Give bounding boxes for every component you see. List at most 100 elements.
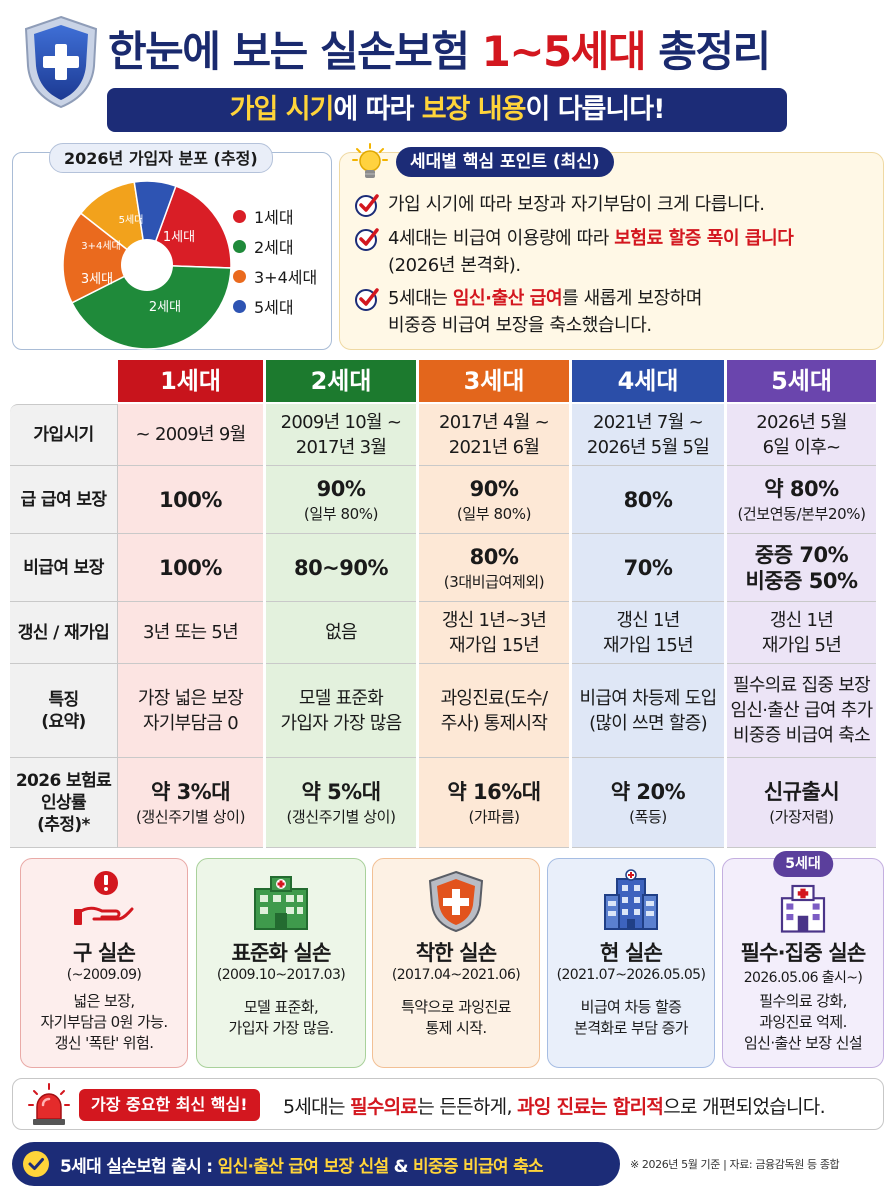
cell-value: 90% — [469, 476, 519, 501]
cell-value: 중증 70% — [754, 542, 849, 567]
table-cell: 80% — [572, 466, 724, 534]
donut-slice — [70, 264, 232, 350]
check-circle-icon — [23, 1151, 49, 1177]
cell-value: 약 5%대 — [301, 779, 381, 804]
cell-subvalue: (3대비급여제외) — [443, 572, 545, 591]
generation-header: 5세대 — [727, 360, 876, 402]
gen5-badge: 5세대 — [773, 851, 833, 877]
page-subtitle: 가입 시기에 따라 보장 내용이 다릅니다! — [107, 88, 787, 132]
cell-value: 약 80% — [764, 476, 839, 501]
card-name: 현 실손 — [599, 941, 663, 965]
table-cell: 비급여 차등제 도입 (많이 쓰면 할증) — [572, 664, 724, 758]
slice-label-2: 2세대 — [149, 300, 181, 315]
card-desc: 비급여 차등 할증 본격화로 부담 증가 — [574, 998, 689, 1037]
table-cell: 약 16%대 (가파름) — [419, 758, 569, 848]
table-cell: 80% (3대비급여제외) — [419, 534, 569, 602]
key-point-2: 4세대는 비급여 이용량에 따라 보험료 할증 폭이 큽니다 (2026년 본격… — [354, 225, 794, 279]
cell-text: 없음 — [325, 622, 357, 643]
hospital-icon — [254, 876, 308, 930]
generation-header: 4세대 — [572, 360, 724, 402]
card-name: 착한 실손 — [415, 941, 497, 965]
key-text: 5세대는 필수의료는 든든하게, 과잉 진료는 합리적으로 개편되었습니다. — [283, 1096, 826, 1118]
table-cell: 없음 — [266, 602, 416, 664]
table-cell: 모델 표준화 가입자 가장 많음 — [266, 664, 416, 758]
legend-item: 3+4세대 — [233, 261, 317, 291]
table-cell: 100% — [118, 466, 263, 534]
table-cell: 90% (일부 80%) — [419, 466, 569, 534]
cell-text: 3년 또는 5년 — [143, 622, 239, 643]
header: 한눈에 보는 실손보험 1~5세대 총정리 가입 시기에 따라 보장 내용이 다… — [0, 0, 896, 140]
cell-subvalue: (갱신주기별 상이) — [286, 807, 396, 826]
cell-text: 2026년 5월 5일 — [586, 436, 710, 458]
cell-text: 갱신 1년 — [616, 609, 680, 631]
key-points-panel: 세대별 핵심 포인트 (최신) 가입 시기에 따라 보장과 자기부담이 크게 다… — [339, 143, 884, 350]
table-cell: ~ 2009년 9월 — [118, 404, 263, 466]
cell-value: 약 20% — [610, 779, 686, 804]
distribution-panel: 2026년 가입자 분포 (추정) 1세대 2세대 3세대 3+4세대 5세대 … — [12, 143, 332, 350]
row-label-line: 특징 — [48, 689, 79, 710]
legend-item: 2세대 — [233, 231, 317, 261]
card-gen4: 현 실손 (2021.07~2026.05.05) 비급여 차등 할증 본격화로 … — [547, 858, 715, 1068]
table-cell: 3년 또는 5년 — [118, 602, 263, 664]
cell-subvalue: (일부 80%) — [303, 504, 379, 523]
table-cell: 2017년 4월 ~ 2021년 6월 — [419, 404, 569, 466]
shield-cross-icon — [428, 870, 484, 933]
cell-text: (많이 쓰면 할증) — [589, 712, 708, 734]
card-name: 필수·집중 실손 — [740, 941, 867, 965]
cell-text: 비중증 비급여 축소 — [733, 725, 871, 746]
card-desc: 모델 표준화, 가입자 가장 많음. — [228, 998, 335, 1037]
row-label: 가입시기 — [10, 404, 118, 466]
table-cell: 약 20% (폭등) — [572, 758, 724, 848]
cell-value: 약 3%대 — [150, 779, 231, 804]
key-banner: 가장 중요한 최신 핵심! 5세대는 필수의료는 든든하게, 과잉 진료는 합리… — [12, 1078, 884, 1130]
cell-value: 100% — [159, 487, 222, 512]
footer-banner: 5세대 실손보험 출시 : 임신·출산 급여 보장 신설 & 비중증 비급여 축… — [12, 1142, 620, 1186]
key-point-text: 4세대는 비급여 이용량에 따라 보험료 할증 폭이 큽니다 (2026년 본격… — [388, 228, 794, 276]
legend-label: 3+4세대 — [254, 268, 318, 287]
table-cell: 90% (일부 80%) — [266, 466, 416, 534]
table-cell: 2026년 5월 6일 이후~ — [727, 404, 876, 466]
row-label: 특징 (요약) — [10, 664, 118, 758]
cell-subvalue: (폭등) — [629, 807, 667, 826]
cell-value: 80~90% — [293, 555, 389, 580]
slice-label-1: 1세대 — [163, 230, 195, 245]
card-period: (2009.10~2017.03) — [216, 967, 346, 983]
cell-text: 자기부담금 0 — [142, 712, 239, 734]
slice-label-5: 5세대 — [119, 214, 144, 226]
row-label: 급 급여 보장 — [10, 466, 118, 534]
cell-text: 갱신 1년~3년 — [441, 609, 547, 631]
cell-subvalue: (가장저렴) — [769, 807, 834, 826]
legend-dot — [233, 269, 246, 283]
generation-header: 1세대 — [118, 360, 263, 402]
cell-text: 필수의료 집중 보장 — [733, 675, 871, 696]
cell-text: 갱신 1년 — [769, 609, 834, 631]
cell-text: 재가입 5년 — [761, 634, 842, 656]
legend-dot — [233, 239, 246, 253]
row-label-line: (추정)* — [37, 814, 90, 835]
table-cell: 2009년 10월 ~ 2017년 3월 — [266, 404, 416, 466]
key-point-text: 가입 시기에 따라 보장과 자기부담이 크게 다릅니다. — [388, 194, 765, 215]
cell-text: 2017년 3월 — [295, 436, 387, 458]
cell-text: 모델 표준화 — [298, 687, 384, 709]
row-label: 비급여 보장 — [10, 534, 118, 602]
card-name: 구 실손 — [72, 941, 136, 965]
table-cell: 과잉진료(도수/주사) 통제시작 — [419, 664, 569, 758]
distribution-title: 2026년 가입자 분포 (추정) — [49, 143, 273, 173]
table-cell: 중증 70% 비중증 50% — [727, 534, 876, 602]
cell-value: 100% — [159, 555, 222, 580]
cell-subvalue: (건보연동/본부20%) — [737, 504, 866, 523]
cell-value: 비중증 50% — [745, 568, 858, 593]
table-cell: 약 5%대 (갱신주기별 상이) — [266, 758, 416, 848]
cell-text: 임신·출산 급여 추가 — [730, 700, 874, 721]
cell-text: 가장 넓은 보장 — [137, 687, 244, 709]
table-cell: 100% — [118, 534, 263, 602]
table-cell: 2021년 7월 ~ 2026년 5월 5일 — [572, 404, 724, 466]
donut-slice — [145, 185, 232, 269]
comparison-table: 1세대 2세대 3세대 4세대 5세대 가입시기 ~ 2009년 9월 2009년 10월 ~… — [10, 360, 884, 848]
cell-text: 2009년 10월 ~ — [280, 411, 402, 433]
legend-label: 2세대 — [254, 238, 294, 257]
page-title: 한눈에 보는 실손보험 1~5세대 총정리 — [108, 27, 771, 76]
table-cell: 갱신 1년 재가입 15년 — [572, 602, 724, 664]
clinic-icon — [780, 884, 826, 933]
